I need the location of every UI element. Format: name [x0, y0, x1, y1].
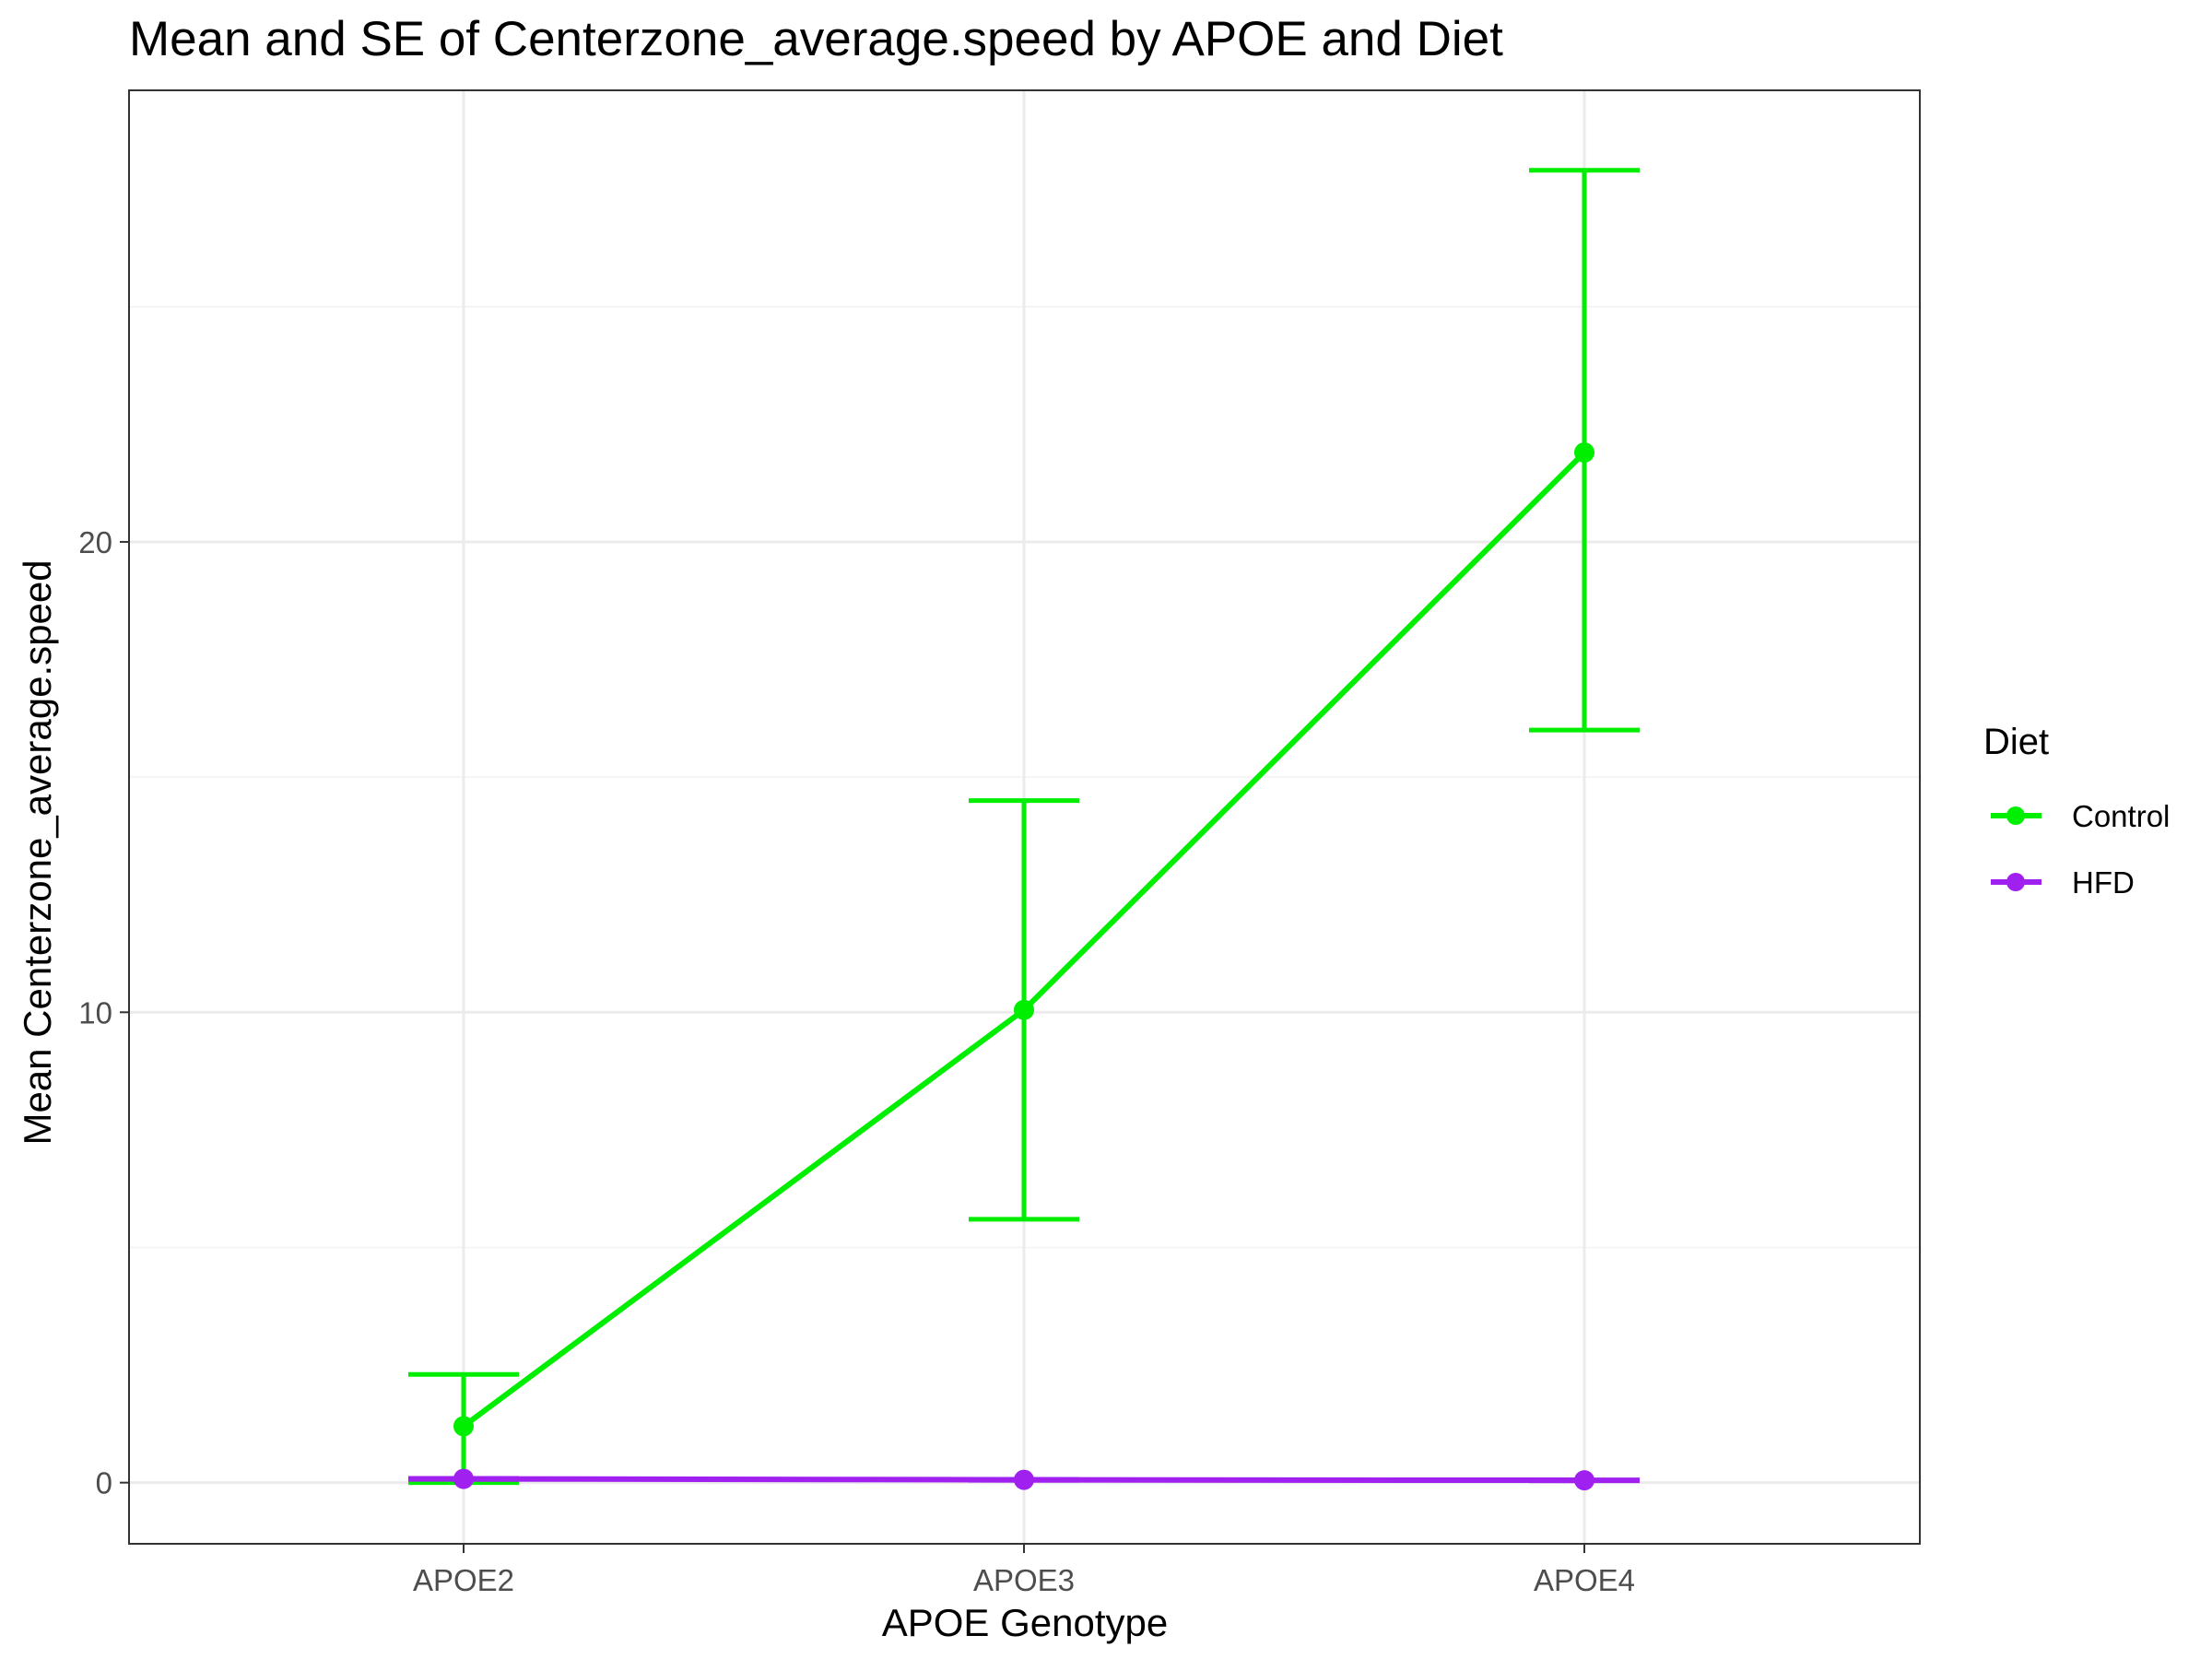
legend-item-hfd: HFD: [1991, 865, 2135, 900]
data-point-hfd: [1014, 1469, 1034, 1490]
y-tick-label: 10: [78, 995, 112, 1030]
legend-key-point: [2006, 806, 2025, 825]
data-point-control: [1574, 441, 1594, 463]
legend-label-hfd: HFD: [2072, 865, 2135, 900]
legend-item-control: Control: [1991, 799, 2170, 833]
data-point-control: [453, 1416, 474, 1437]
data-point-hfd: [453, 1468, 474, 1489]
y-tick-label: 0: [96, 1466, 112, 1500]
axis-ticks: 0 10 20 APOE2 APOE3 APOE4: [78, 525, 1635, 1597]
series-hfd: [408, 1468, 1640, 1491]
data-point-control: [1014, 999, 1034, 1020]
x-tick-label: APOE2: [413, 1563, 514, 1597]
series-control: [408, 168, 1640, 1486]
y-axis-title: Mean Centerzone_average.speed: [16, 559, 59, 1145]
x-axis-title: APOE Genotype: [882, 1601, 1169, 1644]
legend-label-control: Control: [2072, 799, 2170, 833]
legend: Diet Control HFD: [1983, 722, 2170, 900]
legend-key-point: [2006, 873, 2025, 891]
x-tick-label: APOE3: [973, 1563, 1075, 1597]
x-tick-label: APOE4: [1534, 1563, 1635, 1597]
data-point-hfd: [1574, 1470, 1594, 1491]
chart-title: Mean and SE of Centerzone_average.speed …: [129, 12, 1503, 66]
panel-series: [408, 168, 1640, 1491]
legend-title: Diet: [1983, 722, 2049, 762]
y-tick-label: 20: [78, 525, 112, 559]
